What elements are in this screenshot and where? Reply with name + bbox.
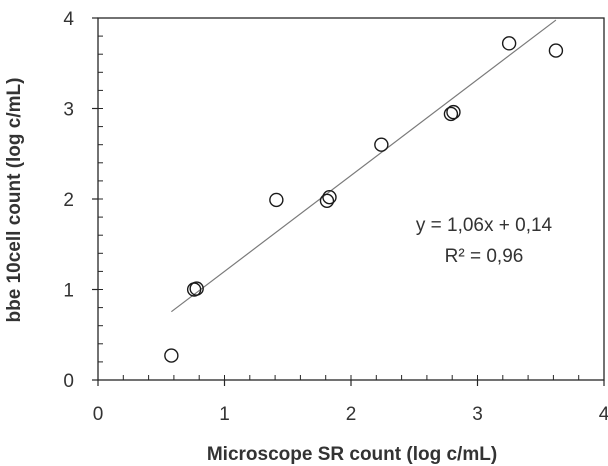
data-point <box>446 104 461 120</box>
y-tick-label: 1 <box>63 281 74 302</box>
plot-frame <box>97 17 605 381</box>
data-point <box>319 193 335 209</box>
trendline-group <box>171 19 557 313</box>
trendline <box>171 19 557 313</box>
y-tick-labels: 0 1 2 3 4 <box>63 9 74 392</box>
y-axis-title: bbe 10cell count (log c/mL) <box>4 78 25 323</box>
x-axis-title: Microscope SR count (log c/mL) <box>207 444 497 465</box>
y-tick-label: 3 <box>63 100 74 121</box>
data-point <box>374 137 389 152</box>
data-point <box>501 36 517 51</box>
data-point <box>164 348 179 363</box>
x-tick-label: 1 <box>219 404 230 425</box>
data-point <box>269 192 284 208</box>
data-points <box>164 36 564 363</box>
data-point <box>443 106 459 122</box>
x-tick-label: 3 <box>472 404 483 425</box>
trendline-equation: y = 1,06x + 0,14 <box>416 215 553 236</box>
x-tick-label: 4 <box>599 404 608 425</box>
r-squared-label: R² = 0,96 <box>445 246 524 267</box>
data-point <box>189 281 204 296</box>
data-point <box>322 189 337 205</box>
data-point <box>548 43 564 58</box>
y-tick-label: 2 <box>63 190 74 211</box>
y-tick-label: 4 <box>63 9 74 30</box>
y-tick-label: 0 <box>63 371 74 392</box>
tick-marks <box>92 17 605 386</box>
x-tick-labels: 0 1 2 3 4 <box>93 404 608 425</box>
axes <box>97 17 605 381</box>
x-tick-label: 2 <box>346 404 357 425</box>
x-tick-label: 0 <box>93 404 104 425</box>
